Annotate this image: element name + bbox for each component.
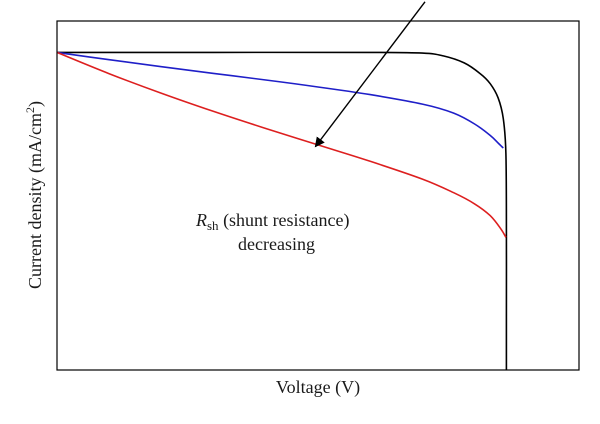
annotation-subscript: sh xyxy=(207,218,219,233)
y-axis-label-superscript: 2 xyxy=(23,107,37,113)
x-axis-label: Voltage (V) xyxy=(276,377,360,398)
series-line-2 xyxy=(56,51,504,149)
annotation-line-1: Rsh (shunt resistance) xyxy=(195,210,350,233)
annotation-symbol: R xyxy=(195,210,207,230)
annotation-text: (shunt resistance) xyxy=(219,210,350,231)
annotation-arrow xyxy=(314,1,426,148)
curves-group xyxy=(56,51,508,370)
y-axis-label-close: ) xyxy=(25,101,46,107)
annotation-line-2: decreasing xyxy=(238,234,315,254)
series-line-3 xyxy=(56,51,507,238)
series-line-1 xyxy=(57,51,508,370)
y-axis-label-main: Current density (mA/cm xyxy=(25,113,46,289)
plot-frame xyxy=(56,20,580,371)
y-axis-label: Current density (mA/cm2) xyxy=(23,101,46,289)
